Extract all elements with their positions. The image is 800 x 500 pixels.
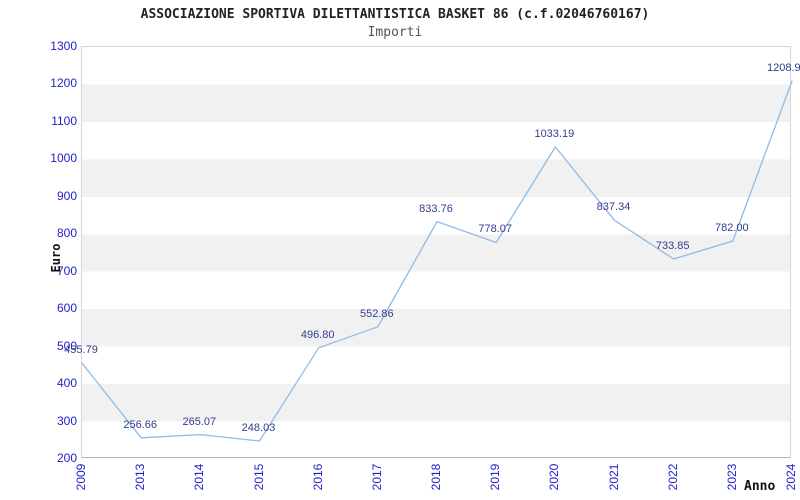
point-value-label: 265.07 (182, 415, 217, 428)
point-value-label: 733.85 (655, 240, 690, 253)
point-value-label: 1208.9 (767, 62, 800, 75)
y-tick-label: 1000 (50, 151, 77, 166)
x-tick-label: 2020 (547, 463, 562, 491)
y-tick-label: 700 (56, 263, 77, 278)
series-polyline (81, 80, 793, 442)
point-value-label: 782.00 (715, 222, 749, 234)
point-value-label: 1033.19 (534, 127, 575, 140)
x-tick-label: 2017 (369, 463, 384, 491)
point-value-label: 455.79 (64, 344, 98, 357)
y-tick-label: 200 (56, 451, 77, 465)
y-tick-label: 500 (56, 338, 77, 353)
y-tick-label: 800 (56, 226, 77, 241)
x-tick-label: 2015 (251, 463, 266, 491)
y-axis-title: Euro (49, 243, 63, 273)
y-tick-label: 600 (56, 301, 77, 316)
y-tick-label: 300 (56, 413, 77, 428)
data-line (81, 80, 793, 442)
point-value-label: 552.86 (360, 307, 394, 320)
x-tick-label: 2019 (488, 463, 503, 491)
point-value-label: 256.66 (123, 418, 157, 431)
chart-subtitle: Importi (367, 25, 423, 40)
y-tick-label: 1100 (51, 113, 77, 128)
point-value-label: 833.76 (419, 202, 453, 215)
x-tick-label: 2022 (665, 463, 680, 491)
x-tick-label: 2013 (133, 463, 148, 491)
x-tick-label: 2016 (310, 463, 325, 491)
x-axis-title: Anno (744, 479, 776, 494)
x-tick-label: 2021 (606, 463, 621, 491)
y-tick-label: 1300 (50, 39, 77, 53)
y-tick-label: 1200 (50, 76, 77, 91)
x-tick-label: 2009 (74, 463, 88, 491)
point-value-label: 248.03 (241, 422, 276, 434)
chart-title: ASSOCIAZIONE SPORTIVA DILETTANTISTICA BA… (140, 7, 650, 22)
plot-area (81, 46, 793, 458)
point-value-label: 837.34 (596, 201, 631, 214)
x-tick-label: 2024 (784, 463, 798, 491)
point-value-label: 778.07 (478, 223, 512, 236)
x-tick-label: 2018 (429, 463, 443, 491)
x-tick-label: 2014 (192, 463, 207, 491)
y-tick-label: 900 (56, 188, 77, 203)
point-value-label: 496.80 (300, 328, 335, 341)
y-tick-label: 400 (56, 376, 77, 391)
x-tick-label: 2023 (724, 463, 739, 491)
